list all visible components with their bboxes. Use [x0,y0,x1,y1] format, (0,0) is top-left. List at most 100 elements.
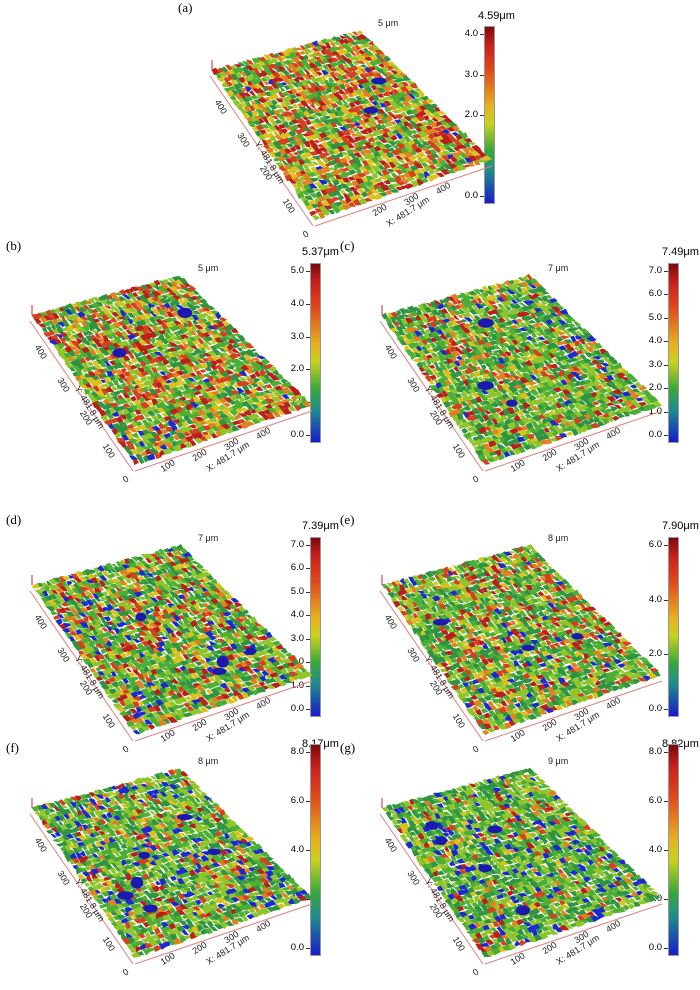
surface-pit [521,644,535,652]
surface-texture [381,273,662,465]
colorbar-tick: 5.0 [278,265,310,276]
surface-pit [571,633,583,640]
x-tick-label: 200 [370,202,388,218]
z-scale-label: 7 μm [198,533,218,543]
x-tick-label: 400 [254,695,272,711]
colorbar-tick: 4.0 [636,335,668,346]
x-tick-label: 200 [190,940,208,956]
x-tick-label: 200 [190,447,208,463]
colorbar-tick: 6.0 [636,795,668,806]
height-colorbar [310,744,321,956]
panel-label: (g) [340,740,356,755]
colorbar-tick: 2.0 [636,893,668,904]
colorbar-tick: 4.0 [278,844,310,855]
colorbar-tick: 5.0 [636,312,668,323]
surface-texture [31,768,313,958]
colorbar-tick: 2.0 [636,648,668,659]
surface-pit [506,399,518,407]
colorbar-tick: 6.0 [278,562,310,573]
panel-label: (e) [340,512,355,527]
height-colorbar [668,263,679,443]
x-axis-line [484,903,663,965]
colorbar-tick: 4.0 [636,844,668,855]
y-axis-line [29,590,134,742]
surface-pit [117,891,134,900]
x-tick-label: 400 [604,695,622,711]
panel-label: (f) [6,740,19,755]
colorbar-tick: 8.0 [636,746,668,757]
z-scale-label: 9 μm [548,756,568,766]
y-axis-line [379,320,484,472]
z-scale-label: 7 μm [548,263,568,273]
surface-pit [425,821,439,830]
x-tick-label: 100 [509,727,527,743]
surface-pit [130,877,144,889]
colorbar-tick: 8.0 [278,746,310,757]
colorbar-tick: 2.0 [278,893,310,904]
z-scale-label: 8 μm [548,533,568,543]
origin-label: 0 [121,744,130,755]
colorbar-tick: 0.0 [278,429,310,440]
colorbar-tick: 6.0 [636,288,668,299]
y-axis-line [379,590,484,742]
colorbar-tick: 3.0 [452,69,484,80]
surface-pit [371,77,387,85]
surface-pit [487,825,503,834]
y-axis-line [29,320,134,472]
panel-label: (c) [340,238,355,253]
colorbar-tick: 0.0 [636,703,668,714]
surface-pit [207,848,222,856]
x-axis-line [134,680,313,742]
x-tick-label: 100 [159,950,177,966]
surface-pit [135,612,147,622]
surface-pit [245,647,257,655]
height-colorbar [484,26,495,204]
colorbar-tick: 4.0 [636,594,668,605]
colorbar-tick: 3.0 [278,633,310,644]
surface-pit [216,655,229,668]
colorbar-tick: 2.0 [278,363,310,374]
max-height-label: 7.90μm [662,520,699,532]
x-tick-label: 100 [159,727,177,743]
height-colorbar [668,537,679,717]
surface-pit [143,904,158,913]
origin-label: 0 [471,474,480,485]
x-tick-label: 200 [540,447,558,463]
surface-texture [31,543,314,735]
x-axis-line [134,903,313,965]
colorbar-tick: 4.0 [278,609,310,620]
surface-pit [112,348,127,358]
panel-label: (b) [6,238,22,253]
y-axis-line [209,75,314,227]
surface-pit [477,318,494,328]
origin-label: 0 [121,474,130,485]
z-scale-label: 5 μm [378,18,398,28]
colorbar-tick: 1.0 [636,406,668,417]
x-tick-label: 400 [434,180,452,196]
origin-label: 0 [301,229,310,240]
colorbar-tick: 0.0 [636,429,668,440]
panel-label: (a) [178,0,193,15]
origin-label: 0 [471,967,480,978]
origin-label: 0 [121,967,130,978]
surface-pit [432,618,449,626]
x-axis-line [314,165,493,227]
colorbar-tick: 0.0 [452,190,484,201]
x-tick-label: 400 [604,425,622,441]
surface-pit [363,106,378,114]
colorbar-tick: 4.0 [278,298,310,309]
x-axis-line [134,410,313,472]
height-colorbar [310,537,321,717]
surface-texture [211,30,493,221]
x-tick-label: 400 [254,918,272,934]
colorbar-tick: 5.0 [278,586,310,597]
surface-pit [211,667,227,676]
y-axis-line [379,813,484,965]
max-height-label: 5.37μm [302,246,339,258]
